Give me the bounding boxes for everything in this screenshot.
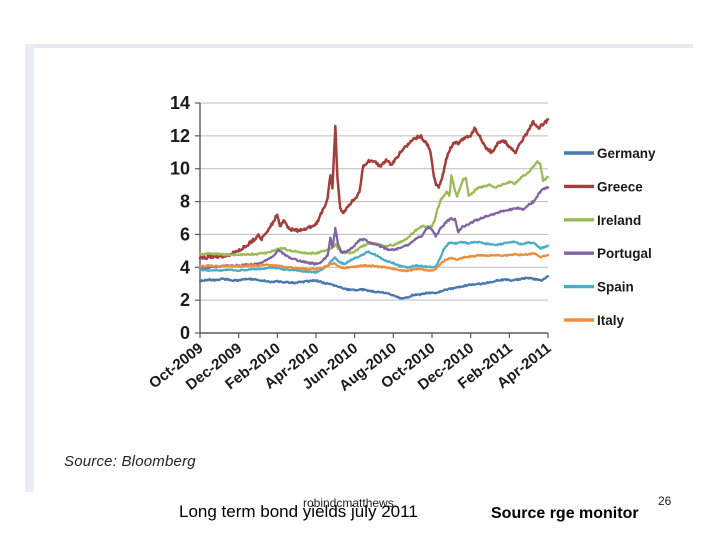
- svg-text:12: 12: [170, 126, 190, 146]
- svg-text:8: 8: [180, 192, 190, 212]
- slide-title: Long term bond yields july 2011: [179, 502, 418, 521]
- svg-text:10: 10: [170, 159, 190, 179]
- chart-gridlines: [200, 102, 548, 301]
- chart-x-axis-labels: Oct-2009Dec-2009Feb-2010Apr-2010Jun-2010…: [146, 340, 554, 395]
- svg-text:14: 14: [170, 93, 190, 113]
- series-line-spain: [198, 240, 550, 274]
- footer-source-label: Source rge monitor: [491, 505, 639, 522]
- watermark-author: robindcmatthews: [303, 496, 394, 510]
- slide-top-border: [25, 44, 693, 48]
- bond-yields-chart: 0 2 4 6 8 10 12 14 Oct-2009Dec-2009Feb-2010Apr-2…: [146, 93, 656, 395]
- series-line-portugal: [198, 185, 550, 270]
- legend-label-spain: Spain: [597, 280, 634, 295]
- chart-source-note: Source: Bloomberg: [64, 453, 196, 470]
- series-line-greece: [198, 118, 550, 261]
- svg-text:4: 4: [180, 257, 190, 277]
- series-line-italy: [198, 252, 550, 273]
- legend-label-italy: Italy: [597, 313, 625, 328]
- legend-label-germany: Germany: [597, 146, 656, 161]
- series-line-germany: [198, 275, 550, 300]
- legend-label-ireland: Ireland: [597, 213, 641, 228]
- slide-left-border: [25, 44, 34, 492]
- legend-label-greece: Greece: [597, 179, 643, 194]
- chart-axes: [195, 102, 549, 338]
- chart-y-axis-labels: 0 2 4 6 8 10 12 14: [170, 93, 190, 343]
- chart-legend: Germany Greece Ireland Portugal Spain Italy: [564, 146, 656, 328]
- page-number: 26: [658, 494, 672, 508]
- legend-label-portugal: Portugal: [597, 246, 652, 261]
- svg-text:0: 0: [180, 323, 190, 343]
- svg-text:6: 6: [180, 224, 190, 244]
- svg-text:2: 2: [180, 290, 190, 310]
